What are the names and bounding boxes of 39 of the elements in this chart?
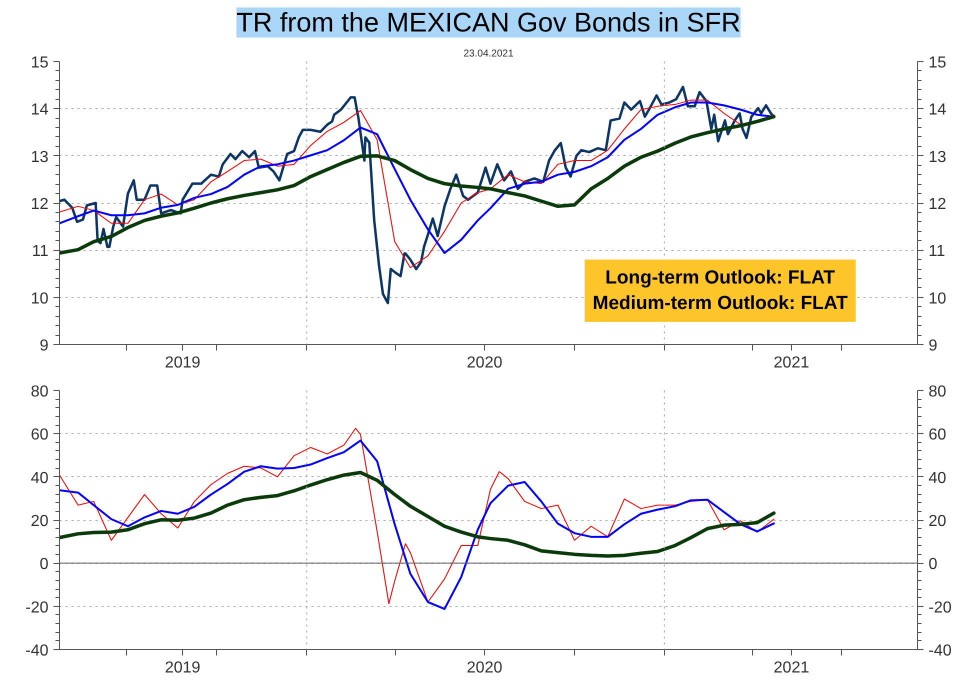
y-tick-label: 10 <box>30 290 49 308</box>
y2-tick-label: 20 <box>928 513 946 530</box>
y2-tick-label: -20 <box>928 599 952 616</box>
y-tick-label: 15 <box>30 54 49 72</box>
y2-tick-label: 40 <box>928 470 946 487</box>
x-tick-label: 2020 <box>466 660 502 676</box>
y2-tick-label: 12 <box>928 196 946 213</box>
y2-tick-label: 10 <box>928 290 946 308</box>
y-tick-label: 40 <box>30 470 49 487</box>
y2-tick-label: 13 <box>928 148 946 166</box>
y2-tick-label: 9 <box>928 338 938 354</box>
y-tick-label: 11 <box>32 243 49 260</box>
y2-tick-label: 80 <box>928 384 946 400</box>
y-tick-label: 13 <box>30 148 49 166</box>
x-tick-label: 2019 <box>164 660 201 676</box>
y-tick-label: 80 <box>30 384 49 400</box>
y2-tick-label: -40 <box>928 642 952 660</box>
y2-tick-label: 15 <box>928 54 946 72</box>
y2-tick-label: 60 <box>928 426 946 444</box>
y-tick-label: 9 <box>40 338 49 354</box>
y-tick-label: 12 <box>30 196 49 213</box>
chart-title: TR from the MEXICAN Gov Bonds in SFR <box>236 8 741 38</box>
chart-subtitle: 23.04.2021 <box>463 48 514 60</box>
y-tick-label: 14 <box>30 102 49 119</box>
y-tick-label: 60 <box>30 426 49 444</box>
y-tick-label: -20 <box>25 599 49 616</box>
y-tick-label: -40 <box>25 642 49 660</box>
line-series <box>60 470 776 558</box>
y-tick-label: 0 <box>40 556 49 574</box>
y2-tick-label: 0 <box>928 556 938 574</box>
x-tick-label: 2019 <box>164 354 201 372</box>
y2-tick-label: 14 <box>928 102 946 119</box>
x-tick-label: 2020 <box>466 354 502 372</box>
annotation: Long-term Outlook: FLAT <box>605 268 836 289</box>
y-tick-label: 20 <box>30 513 49 530</box>
x-tick-label: 2021 <box>774 660 810 676</box>
annotation: Medium-term Outlook: FLAT <box>592 292 848 314</box>
y2-tick-label: 11 <box>928 243 946 260</box>
x-tick-label: 2021 <box>774 354 810 372</box>
